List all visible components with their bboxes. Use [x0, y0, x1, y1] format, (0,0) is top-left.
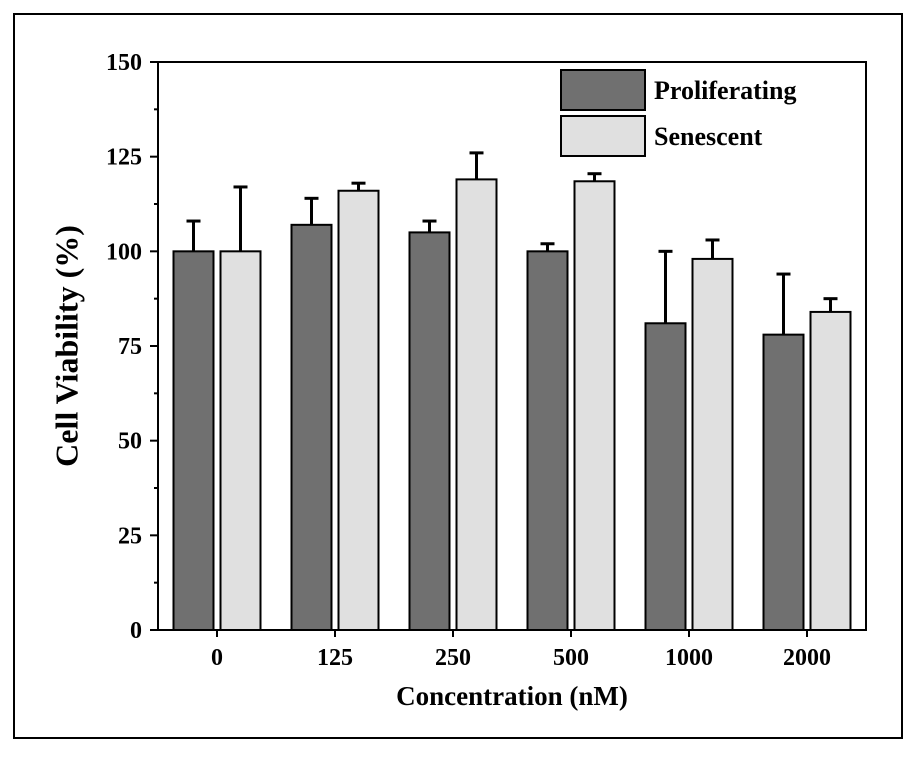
- y-tick-label: 100: [106, 239, 142, 265]
- y-tick-label: 150: [106, 50, 142, 76]
- bar-senescent-500: [573, 180, 616, 631]
- x-tick-label: 0: [211, 645, 223, 671]
- legend-swatch-proliferating: [560, 69, 646, 111]
- bar-senescent-1000: [691, 257, 734, 631]
- plot-area-border: [157, 61, 867, 631]
- error-bars: [186, 151, 838, 335]
- bar-proliferating-0: [172, 250, 215, 631]
- bar-proliferating-500: [526, 250, 569, 631]
- legend-label-proliferating: Proliferating: [654, 76, 796, 105]
- y-tick-label: 125: [106, 145, 142, 171]
- legend: Proliferating Senescent: [560, 69, 796, 157]
- x-axis-title: Concentration (nM): [396, 681, 628, 711]
- y-axis-ticks: 0 25 50 75 100 125 150: [106, 50, 158, 644]
- bar-proliferating-1000: [644, 322, 687, 631]
- y-tick-label: 0: [130, 618, 142, 644]
- bar-senescent-0: [219, 250, 262, 631]
- bars: [172, 178, 852, 632]
- legend-label-senescent: Senescent: [654, 122, 763, 151]
- x-tick-label: 250: [435, 645, 471, 671]
- bar-senescent-125: [337, 189, 380, 631]
- x-tick-label: 500: [553, 645, 589, 671]
- y-tick-label: 50: [118, 429, 142, 455]
- y-axis-title: Cell Viability (%): [48, 225, 84, 467]
- x-axis-tick-labels: 0 125 250 500 1000 2000: [211, 630, 831, 671]
- x-tick-label: 2000: [783, 645, 831, 671]
- bar-senescent-2000: [809, 310, 852, 631]
- y-tick-label: 75: [118, 334, 142, 360]
- bar-proliferating-2000: [762, 333, 805, 631]
- x-tick-label: 125: [317, 645, 353, 671]
- bar-proliferating-250: [408, 231, 451, 631]
- bar-senescent-250: [455, 178, 498, 632]
- x-tick-label: 1000: [665, 645, 713, 671]
- legend-swatch-senescent: [560, 115, 646, 157]
- y-tick-label: 25: [118, 523, 142, 549]
- bar-proliferating-125: [290, 223, 333, 631]
